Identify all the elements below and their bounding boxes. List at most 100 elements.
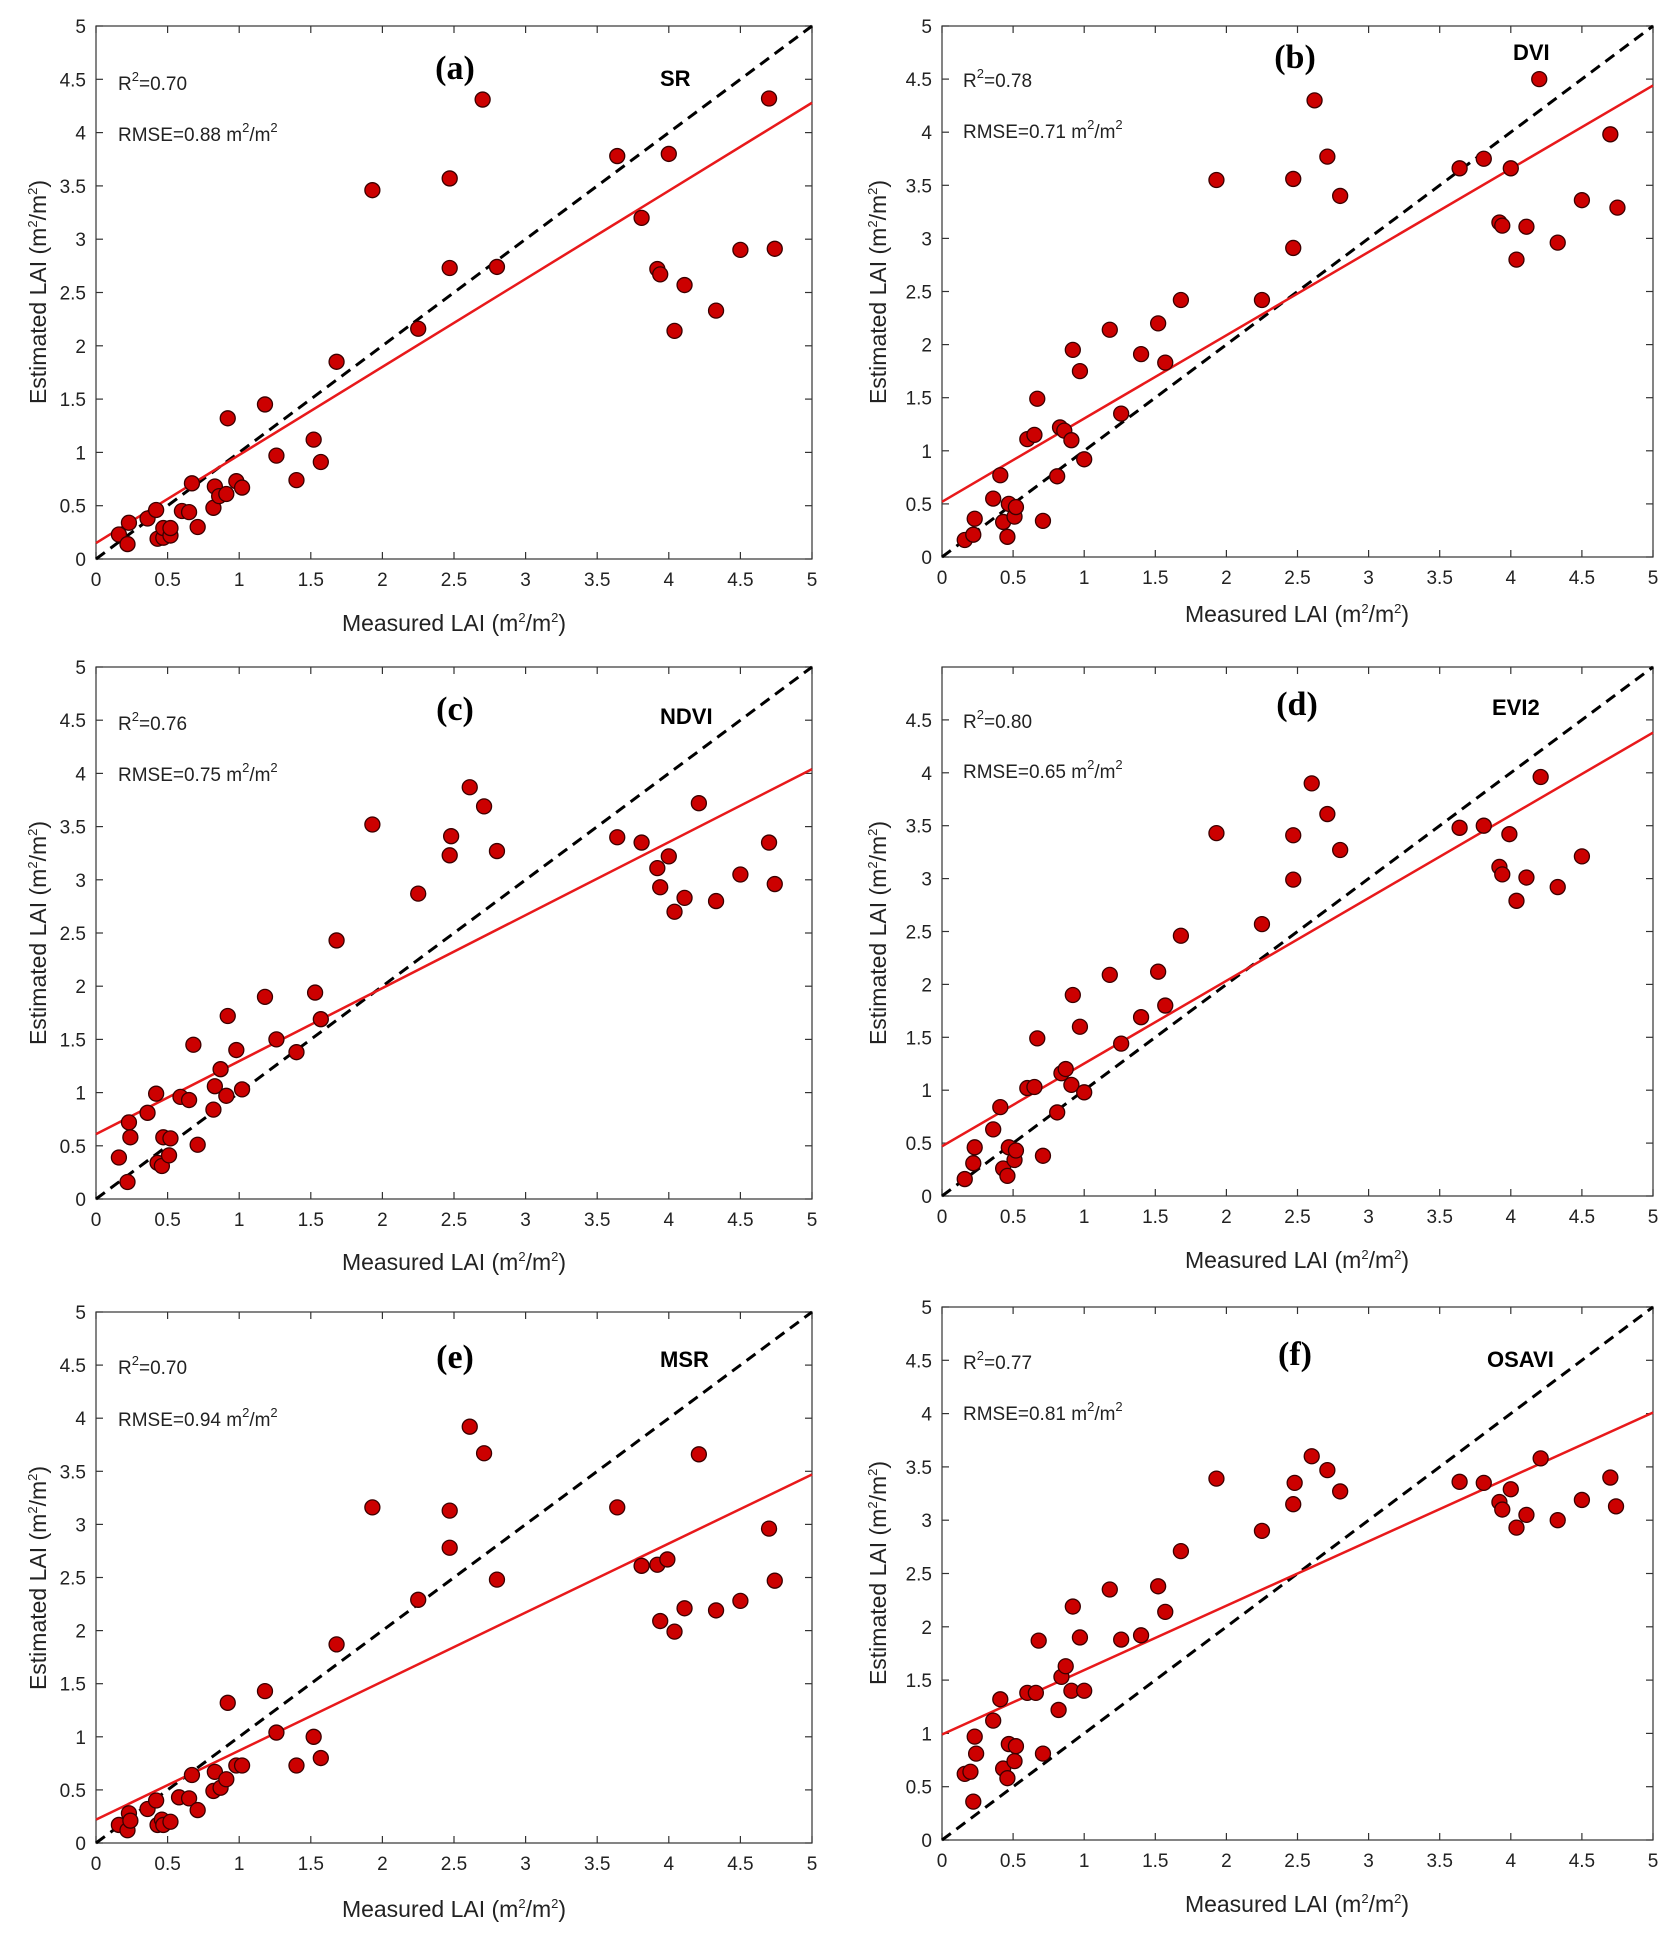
data-point <box>1026 426 1043 444</box>
data-point <box>1029 1030 1046 1047</box>
x-axis-label: Measured LAI (m2/m2) <box>342 1896 566 1922</box>
one-to-one-line <box>95 24 813 561</box>
data-point <box>760 1520 778 1537</box>
x-tick-label: 3 <box>1363 1851 1374 1872</box>
data-point <box>1451 160 1468 177</box>
x-tick-label: 2.5 <box>441 1210 467 1231</box>
data-point <box>1007 1142 1025 1159</box>
y-tick-label: 1.5 <box>906 1028 932 1049</box>
y-tick-label: 0.5 <box>906 1778 932 1799</box>
data-point <box>1101 966 1118 984</box>
x-tick-label: 3 <box>520 1210 531 1231</box>
y-tick-label: 3.5 <box>906 817 932 838</box>
data-point <box>676 276 693 294</box>
x-tick-label: 5 <box>1648 568 1659 589</box>
data-point <box>1071 362 1089 380</box>
y-tick-label: 2.5 <box>60 924 86 945</box>
regression-line <box>95 768 813 1136</box>
x-tick-label: 1.5 <box>298 1854 324 1875</box>
x-tick-label: 3 <box>1363 568 1374 589</box>
data-point <box>474 91 491 108</box>
y-tick-label: 0 <box>75 1190 86 1211</box>
panel-b: 0 0.5 1 1.5 2 2.5 3 3.5 4 4.5 5 0 0.5 1 1.5 2 2.5 3 3.5 4 4.… <box>865 17 1658 627</box>
data-point <box>228 1041 245 1059</box>
x-tick-label: 3 <box>520 570 531 591</box>
x-tick-label: 2.5 <box>1284 1851 1310 1872</box>
x-tick-label: 3 <box>520 1854 531 1875</box>
x-tick-label: 2.5 <box>441 570 467 591</box>
y-tick-label: 4.5 <box>906 711 932 732</box>
data-point <box>1030 1632 1047 1649</box>
data-point <box>666 322 683 340</box>
x-tick-label: 2 <box>1221 568 1232 589</box>
data-point <box>183 475 201 492</box>
data-point <box>1049 1104 1066 1121</box>
data-point <box>110 1149 128 1166</box>
data-point <box>1064 986 1081 1004</box>
y-axis-label: Estimated LAI (m2/m2) <box>865 1461 891 1685</box>
y-tick-label: 0 <box>921 1831 932 1852</box>
data-point <box>966 1139 983 1156</box>
data-point <box>707 892 725 910</box>
data-point <box>1006 1752 1023 1770</box>
data-point <box>1049 468 1066 485</box>
data-point <box>312 1011 329 1028</box>
index-name: EVI2 <box>1492 695 1540 720</box>
data-point <box>965 1155 982 1172</box>
data-point <box>219 410 236 427</box>
data-point <box>1172 1542 1190 1560</box>
data-point <box>1208 1470 1225 1487</box>
data-point <box>1475 817 1492 834</box>
x-tick-label: 3.5 <box>1426 1207 1452 1228</box>
data-point <box>985 1121 1002 1138</box>
data-point <box>732 241 749 259</box>
y-tick-label: 0.5 <box>906 495 932 516</box>
x-tick-label: 0 <box>937 1851 948 1872</box>
data-point <box>1253 915 1271 933</box>
data-point <box>461 1418 478 1435</box>
data-point <box>1532 768 1549 786</box>
data-point <box>1034 1745 1052 1762</box>
data-point <box>328 1636 345 1653</box>
x-tick-label: 1.5 <box>1142 1207 1168 1228</box>
x-tick-label: 5 <box>807 570 818 591</box>
data-point <box>1303 775 1320 792</box>
y-axis-label: Estimated LAI (m2/m2) <box>25 1466 51 1690</box>
data-point <box>652 266 669 283</box>
data-point <box>312 1749 329 1767</box>
y-tick-label: 4.5 <box>60 70 86 91</box>
x-tick-label: 4 <box>1506 1851 1517 1872</box>
data-point <box>732 1592 749 1610</box>
y-tick-label: 3 <box>921 870 932 891</box>
x-tick-label: 3 <box>1363 1207 1374 1228</box>
x-tick-label: 3.5 <box>584 570 610 591</box>
x-axis-label: Measured LAI (m2/m2) <box>342 610 566 636</box>
y-tick-label: 1.5 <box>60 1030 86 1051</box>
data-point <box>1208 824 1225 842</box>
data-point <box>1531 70 1548 88</box>
data-point <box>233 1081 251 1098</box>
data-point <box>1494 1501 1511 1518</box>
data-point <box>288 471 305 489</box>
index-name: NDVI <box>660 704 713 729</box>
data-point <box>1518 1506 1535 1524</box>
data-point <box>1602 1469 1619 1486</box>
y-axis-label: Estimated LAI (m2/m2) <box>865 821 891 1045</box>
x-tick-label: 4 <box>664 1210 675 1231</box>
panel-e: 0 0.5 1 1.5 2 2.5 3 3.5 4 4.5 5 0 0.5 1 1.5 2 2.5 3 3.5 4 4.… <box>25 1303 817 1922</box>
data-point <box>985 1712 1002 1729</box>
one-to-one-line <box>941 1305 1654 1842</box>
data-point <box>1157 1603 1174 1621</box>
y-tick-label: 5 <box>75 658 86 679</box>
data-point <box>707 302 725 319</box>
data-point <box>268 1724 285 1741</box>
data-point <box>967 1745 985 1762</box>
data-point <box>956 1170 973 1188</box>
data-point <box>609 147 626 165</box>
data-point <box>268 447 285 464</box>
y-tick-label: 4 <box>75 1409 86 1430</box>
x-tick-label: 2 <box>377 570 388 591</box>
data-point <box>1007 1738 1025 1755</box>
x-tick-label: 2.5 <box>1284 1207 1310 1228</box>
index-name: MSR <box>660 1347 709 1372</box>
